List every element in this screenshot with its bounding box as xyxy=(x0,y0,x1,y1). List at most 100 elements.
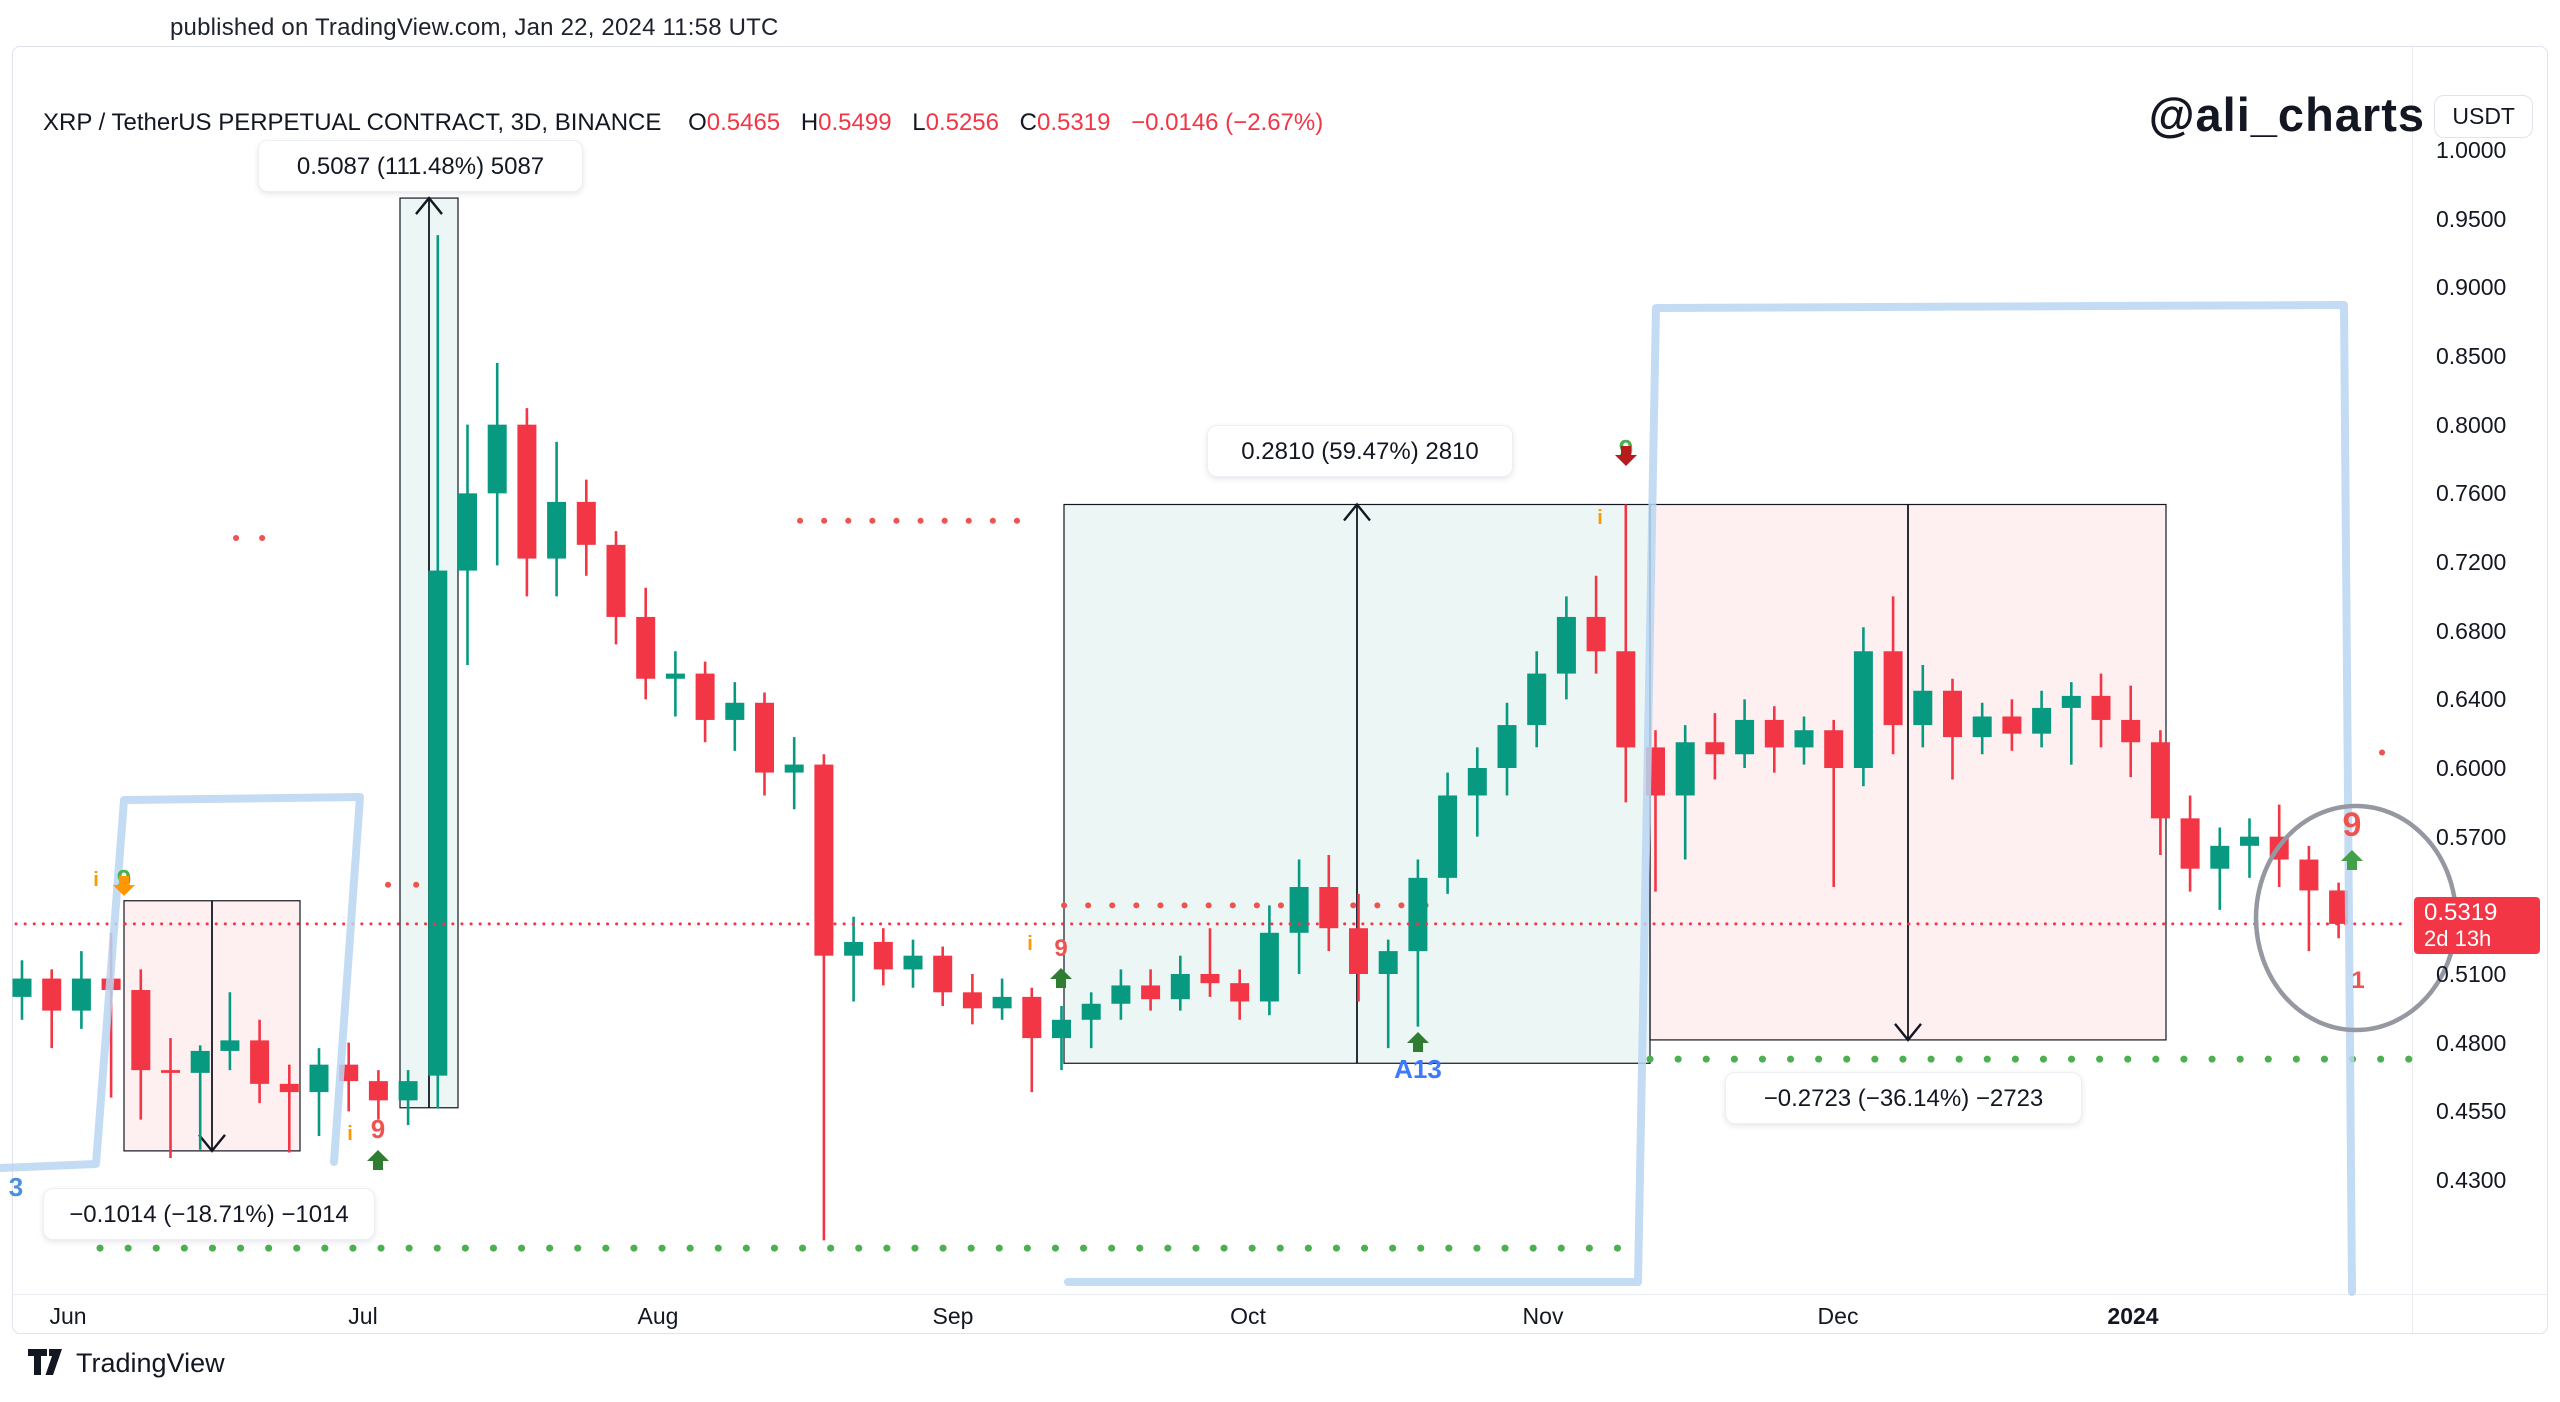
candle-body xyxy=(1141,985,1161,1000)
x-axis-label: Sep xyxy=(932,1303,974,1329)
candle-body xyxy=(844,941,864,956)
y-axis-label: 0.6000 xyxy=(2436,755,2507,781)
marker-glyph-9: 9 xyxy=(2343,806,2362,844)
candle-body xyxy=(250,1040,270,1084)
measurement-label-up-59[interactable]: 0.2810 (59.47%) 2810 xyxy=(1207,425,1513,477)
time-axis-separator xyxy=(13,1294,2547,1295)
candle-body xyxy=(1735,719,1755,755)
candle-body xyxy=(1764,719,1784,748)
range-box-arrowhead xyxy=(198,1134,226,1153)
candle-body xyxy=(1794,730,1814,748)
candle-body xyxy=(1408,877,1428,952)
measurement-label-down-36[interactable]: −0.2723 (−36.14%) −2723 xyxy=(1725,1072,2082,1124)
candle-body xyxy=(1972,716,1992,738)
candle-body xyxy=(1616,651,1636,748)
marker-glyph-9: 9 xyxy=(1054,935,1067,962)
candle-body xyxy=(2150,742,2170,819)
y-axis-label: 0.4300 xyxy=(2436,1167,2507,1193)
marker-glyph-i: i xyxy=(1597,507,1603,529)
x-axis-label: Oct xyxy=(1230,1303,1266,1329)
candle-body xyxy=(1556,616,1576,674)
marker-glyph-3: 3 xyxy=(9,1172,23,1202)
candle-body xyxy=(428,570,448,1076)
candle-body xyxy=(2210,845,2230,869)
candle-body xyxy=(2121,719,2141,743)
arrow-up-marker-icon xyxy=(1050,968,1072,988)
candle-body xyxy=(458,493,477,571)
candle-body xyxy=(2002,716,2022,734)
close-value: 0.5319 xyxy=(1037,109,1111,136)
candle-body xyxy=(755,702,774,773)
candle-body xyxy=(1319,887,1339,929)
candle-body xyxy=(1527,673,1547,726)
candle-body xyxy=(2299,859,2319,891)
candle-body xyxy=(1081,1003,1101,1020)
x-axis-label: Jul xyxy=(348,1303,378,1329)
range-box-arrowhead xyxy=(415,196,443,215)
bar-countdown: 2d 13h xyxy=(2424,925,2492,951)
candle-body xyxy=(1378,951,1398,974)
candle-body xyxy=(933,955,953,993)
candle-body xyxy=(576,501,596,545)
candle-body xyxy=(1467,768,1487,796)
currency-toggle-button[interactable]: USDT xyxy=(2434,95,2533,138)
candle-body xyxy=(1824,730,1844,768)
open-label: O xyxy=(688,109,707,136)
candle-body xyxy=(1022,996,1042,1039)
x-axis-label: Nov xyxy=(1522,1303,1564,1329)
candle-body xyxy=(309,1064,329,1093)
candle-body xyxy=(161,1070,180,1073)
marker-glyph-i: i xyxy=(1027,933,1033,955)
published-caption: published on TradingView.com, Jan 22, 20… xyxy=(170,14,779,41)
candle-body xyxy=(1200,974,1220,984)
low-label: L xyxy=(912,109,926,136)
candle-body xyxy=(903,955,923,970)
candle-body xyxy=(962,992,982,1009)
x-axis-label: Aug xyxy=(637,1303,679,1329)
candle-body xyxy=(695,673,715,720)
left-channel-trendline[interactable] xyxy=(0,793,364,1172)
candle-body xyxy=(814,764,834,956)
candle-body xyxy=(1913,690,1933,726)
tradingview-logo-text: TradingView xyxy=(76,1348,225,1378)
candle-body xyxy=(190,1050,210,1073)
candle-body xyxy=(2240,836,2259,846)
marker-glyph-1: 1 xyxy=(2351,967,2364,994)
price-axis-separator xyxy=(2412,47,2413,1333)
tradingview-logo-icon xyxy=(28,1348,62,1375)
y-axis-label: 0.5100 xyxy=(2436,961,2507,987)
arrow-down-marker-icon xyxy=(113,876,135,896)
x-axis-label: Jun xyxy=(49,1303,87,1329)
right-channel-trendline[interactable] xyxy=(1064,301,2356,1296)
candle-body xyxy=(517,424,537,559)
candle-body xyxy=(784,764,804,773)
candle-body xyxy=(1349,928,1368,974)
candle-body xyxy=(1883,651,1903,726)
measurement-label-up-111[interactable]: 0.5087 (111.48%) 5087 xyxy=(258,140,583,192)
marker-glyph-i: i xyxy=(93,869,99,891)
candle-body xyxy=(725,702,745,720)
y-axis-label: 0.6400 xyxy=(2436,686,2507,713)
measurement-label-down-18[interactable]: −0.1014 (−18.71%) −1014 xyxy=(43,1188,375,1240)
y-axis-label: 0.7200 xyxy=(2436,549,2507,575)
y-axis-label: 1.0000 xyxy=(2436,137,2507,163)
candle-body xyxy=(2329,890,2349,924)
arrow-up-marker-icon xyxy=(2341,850,2363,870)
candle-body xyxy=(2032,707,2052,734)
y-axis-label: 0.4800 xyxy=(2436,1029,2507,1056)
last-price-value: 0.5319 xyxy=(2424,898,2498,926)
candle-body xyxy=(2091,695,2111,720)
marker-glyph-9: 9 xyxy=(371,1114,385,1144)
range-box-arrowhead xyxy=(1894,1023,1922,1042)
candle-body xyxy=(1705,742,1725,755)
footer-brand[interactable]: TradingView xyxy=(28,1348,225,1379)
candle-body xyxy=(665,673,685,679)
candle-body xyxy=(606,544,626,617)
candle-body xyxy=(1943,690,1962,738)
candle-body xyxy=(71,978,91,1011)
close-label: C xyxy=(1019,109,1038,136)
symbol-title: XRP / TetherUS PERPETUAL CONTRACT, 3D, B… xyxy=(43,109,662,136)
candle-body xyxy=(398,1081,418,1101)
open-value: 0.5465 xyxy=(706,109,781,136)
